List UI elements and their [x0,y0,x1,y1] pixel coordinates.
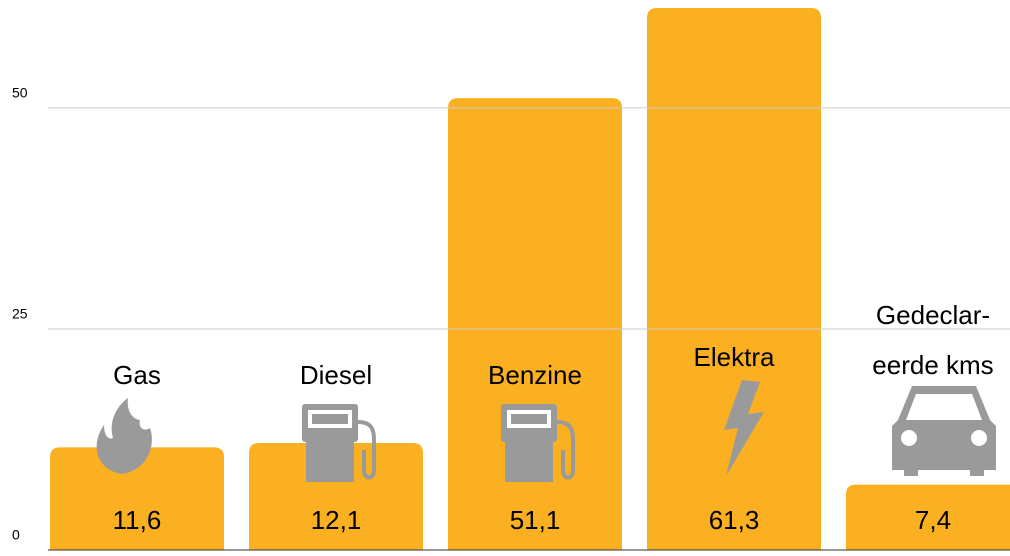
bar [249,443,423,550]
category-label: Gas [113,360,161,390]
icons [96,380,996,482]
value-label: 51,1 [510,505,561,535]
value-label: 12,1 [311,505,362,535]
bar [647,7,821,551]
bars [50,7,1010,551]
pump-icon [501,404,575,482]
flame-icon [96,398,152,474]
category-label: Diesel [299,360,373,390]
category-label: Gedeclar- eerde kms [872,300,994,380]
y-tick-label: 50 [12,85,28,101]
value-label: 61,3 [709,505,760,535]
pump-icon [302,404,376,482]
value-label: 11,6 [113,505,162,535]
bar [846,484,1010,550]
bolt-icon [724,380,764,476]
bar [50,447,224,550]
y-tick-label: 25 [12,306,28,322]
category-label: Elektra [693,342,775,372]
car-icon [892,386,996,476]
bar [448,98,622,550]
value-label: 7,4 [915,505,951,535]
y-tick-label: 0 [12,527,20,543]
category-label: Benzine [488,360,582,390]
